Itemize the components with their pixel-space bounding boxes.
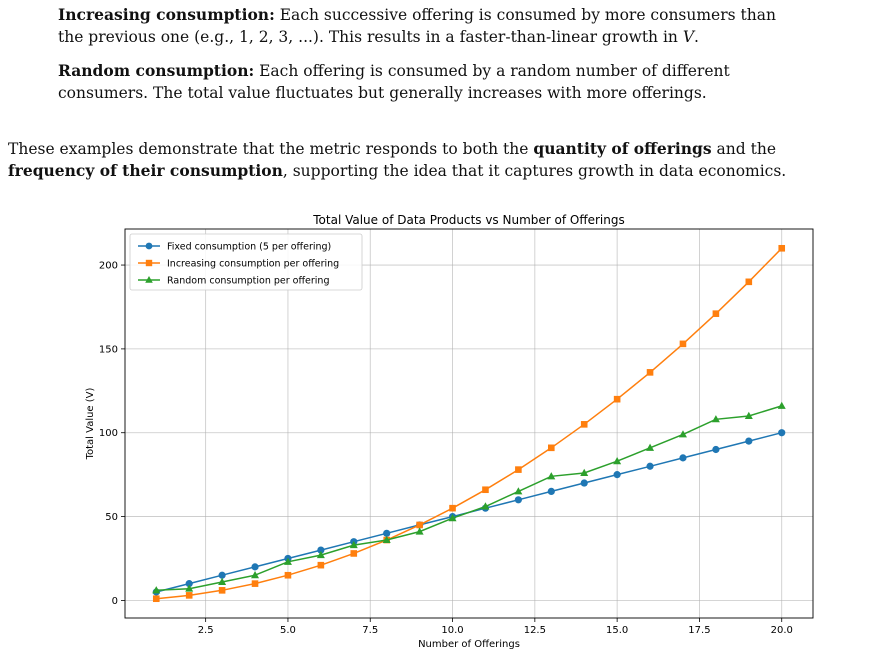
series-3-point — [711, 415, 720, 423]
variable-v: V — [682, 28, 695, 46]
series-3-point — [283, 557, 292, 565]
y-tick-label: 200 — [99, 261, 118, 272]
series-2-point — [778, 244, 786, 252]
series-3-point — [678, 430, 687, 438]
series-1-point — [317, 546, 325, 554]
series-3-point — [415, 527, 424, 535]
series-2-point — [745, 278, 753, 286]
series-2-point — [350, 550, 358, 557]
series-3-point — [251, 571, 260, 579]
summary-text-1: These examples demonstrate that the metr… — [8, 140, 534, 158]
series-2-point — [482, 486, 489, 494]
summary-bold-frequency: frequency of their consumption — [8, 161, 283, 180]
series-2-point — [416, 521, 423, 529]
x-axis-label: Number of Offerings — [418, 639, 520, 650]
series-2-point — [317, 561, 325, 569]
legend-marker-3 — [145, 276, 153, 283]
series-1-point — [712, 445, 720, 454]
series-3-point — [744, 411, 753, 419]
series-3-point — [218, 577, 227, 585]
series-3-point — [777, 401, 786, 409]
series-3-point — [382, 535, 391, 544]
series-1-point — [745, 437, 753, 445]
x-tick-label: 7.5 — [362, 625, 378, 636]
y-tick-label: 100 — [99, 428, 118, 439]
series-2-point — [712, 310, 720, 317]
x-tick-label: 17.5 — [688, 625, 710, 636]
series-3-point — [580, 468, 589, 476]
plot-frame — [124, 228, 814, 619]
x-tick-label: 10.0 — [441, 625, 463, 636]
legend-marker-1 — [145, 242, 153, 250]
legend-label-2: Increasing consumption per offering — [167, 259, 339, 270]
random-consumption-text-2: consumers. The total value fluctuates bu… — [58, 84, 707, 102]
legend-box — [129, 233, 363, 291]
series-2-point — [152, 595, 160, 603]
increasing-consumption-period: . — [694, 28, 699, 46]
series-2-point — [646, 369, 654, 376]
increasing-consumption-paragraph: Increasing consumption: Each successive … — [58, 4, 848, 48]
summary-text-3: , supporting the idea that it captures g… — [282, 162, 787, 180]
summary-paragraph: These examples demonstrate that the metr… — [8, 138, 894, 182]
series-3-point — [646, 443, 655, 451]
series-1-point — [383, 529, 391, 537]
series-2-point — [515, 466, 522, 473]
increasing-consumption-text-2: the previous one (e.g., 1, 2, 3, ...). T… — [58, 28, 683, 46]
series-3-point — [481, 502, 490, 510]
x-tick-label: 2.5 — [198, 625, 214, 636]
series-1-point — [613, 471, 621, 479]
series-3-point — [514, 487, 523, 495]
series-1-point — [679, 454, 687, 462]
series-1-point — [778, 429, 786, 437]
random-consumption-paragraph: Random consumption: Each offering is con… — [58, 60, 848, 104]
chart-title: Total Value of Data Products vs Number o… — [312, 213, 625, 227]
series-2-point — [449, 504, 456, 512]
legend-marker-2 — [145, 259, 153, 267]
series-1-point — [251, 563, 259, 571]
series-1-point — [580, 479, 588, 487]
series-1-point — [185, 580, 193, 588]
x-tick-label: 12.5 — [524, 625, 546, 636]
x-tick-label: 15.0 — [606, 625, 628, 636]
legend-label-3: Random consumption per offering — [167, 276, 329, 287]
series-3-point — [349, 540, 358, 549]
increasing-consumption-text-1: Each successive offering is consumed by … — [274, 6, 776, 24]
series-1-point — [547, 487, 555, 496]
random-consumption-term: Random consumption: — [58, 61, 255, 80]
series-3-point — [152, 586, 161, 594]
series-2-point — [547, 444, 555, 452]
increasing-consumption-term: Increasing consumption: — [58, 5, 275, 24]
series-line-3 — [156, 405, 782, 592]
series-2-point — [251, 580, 259, 587]
y-tick-label: 50 — [105, 512, 118, 523]
line-chart: 2.5 5.0 7.5 10.0 12.5 15.0 17.5 20.0 0 50 100 150 20… — [85, 213, 814, 650]
series-2-point — [218, 587, 226, 594]
series-2-point — [580, 421, 588, 428]
summary-text-2: and the — [711, 140, 777, 158]
series-2-point — [613, 395, 621, 403]
random-consumption-text-1: Each offering is consumed by a random nu… — [254, 62, 730, 80]
y-tick-label: 0 — [112, 596, 118, 607]
y-tick-label: 150 — [99, 344, 118, 355]
series-3-point — [448, 514, 457, 522]
series-2-point — [679, 340, 687, 348]
series-1-point — [514, 496, 522, 504]
series-line-2 — [156, 247, 783, 600]
summary-bold-quantity: quantity of offerings — [533, 139, 712, 158]
series-3-point — [185, 584, 194, 592]
x-tick-label: 5.0 — [280, 625, 296, 636]
series-3-point — [613, 457, 622, 465]
series-1-point — [218, 571, 226, 579]
series-3-point — [547, 472, 556, 480]
series-3-point — [316, 550, 325, 559]
x-tick-label: 20.0 — [771, 625, 793, 636]
y-axis-label: Total Value (V) — [85, 387, 96, 460]
legend-label-1: Fixed consumption (5 per offering) — [167, 242, 331, 253]
series-2-point — [284, 571, 292, 579]
series-1-point — [646, 462, 654, 470]
series-2-point — [185, 592, 193, 599]
